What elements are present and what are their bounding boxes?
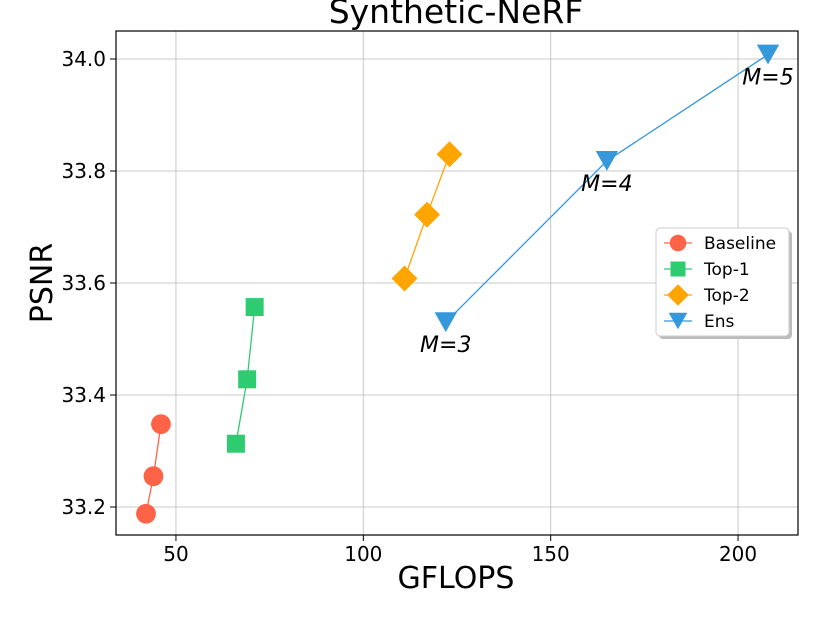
x-tick-label: 50 [163,542,188,566]
y-axis-label: PSNR [25,243,60,323]
legend-box [655,227,790,337]
chart-title: Synthetic-NeRF [329,0,584,31]
y-tick-label: 33.4 [61,383,106,407]
series-ens [434,44,780,333]
legend-label: Baseline [704,234,776,254]
annotation-label: M=4 [581,172,632,197]
data-point [436,141,463,168]
legend-marker [670,261,686,277]
x-tick-label: 100 [344,542,382,566]
ticks-layer: 50 100 150 200 33.2 33.4 33.6 33.8 34.0 [61,47,757,566]
annotations: M=3 M=4 M=5 [420,66,794,359]
data-point [151,414,171,435]
legend-item-top-1: Top-1 [664,260,750,280]
legend-label: Top-1 [703,260,750,280]
data-point [245,298,264,317]
annotation-label: M=3 [420,333,471,358]
data-point [391,265,418,292]
y-tick-label: 34.0 [61,47,106,71]
annotation-label: M=5 [742,66,793,91]
y-tick-label: 33.6 [61,271,106,295]
x-tick-label: 150 [532,542,570,566]
legend-item-ens: Ens [664,312,735,332]
x-tick-label: 200 [719,542,757,566]
legend-item-baseline: Baseline [664,234,776,254]
y-tick-label: 33.8 [61,159,106,183]
data-point [434,312,457,333]
data-point [136,503,156,524]
legend-label: Ens [704,312,735,332]
data-point [756,44,780,65]
x-axis-label: GFLOPS [398,561,515,596]
data-point [238,370,257,389]
series-baseline [136,414,171,524]
legend-marker [667,284,689,306]
legend: Baseline Top-1 Top-2 Ens [655,227,792,339]
y-tick-label: 33.2 [61,495,106,519]
series-top-2 [391,141,463,292]
legend-marker [669,234,687,252]
series-layer [136,44,780,524]
data-point [595,151,619,171]
data-point [143,466,164,487]
legend-label: Top-2 [703,286,750,306]
data-point [414,201,440,228]
legend-marker [668,312,688,330]
series-top-1 [226,298,264,453]
grid-layer [116,31,798,535]
legend-item-top-2: Top-2 [664,284,750,306]
data-point [226,434,245,453]
